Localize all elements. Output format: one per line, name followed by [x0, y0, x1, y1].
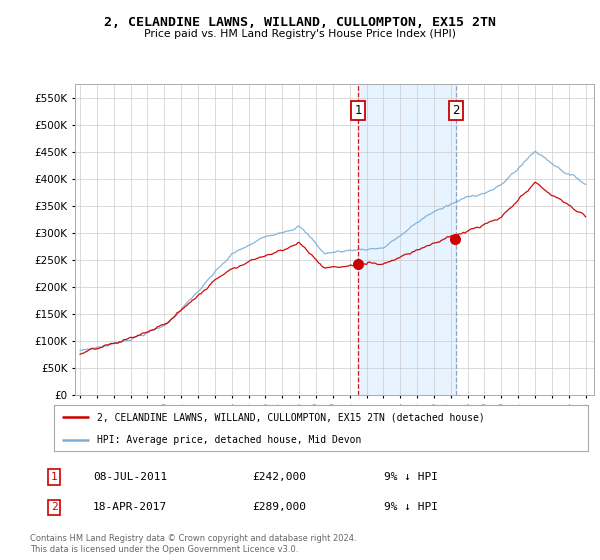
Text: HPI: Average price, detached house, Mid Devon: HPI: Average price, detached house, Mid …	[97, 435, 361, 445]
Text: £289,000: £289,000	[252, 502, 306, 512]
Text: 08-JUL-2011: 08-JUL-2011	[93, 472, 167, 482]
Text: 2: 2	[50, 502, 58, 512]
Text: 2, CELANDINE LAWNS, WILLAND, CULLOMPTON, EX15 2TN: 2, CELANDINE LAWNS, WILLAND, CULLOMPTON,…	[104, 16, 496, 29]
Text: 2, CELANDINE LAWNS, WILLAND, CULLOMPTON, EX15 2TN (detached house): 2, CELANDINE LAWNS, WILLAND, CULLOMPTON,…	[97, 412, 484, 422]
Bar	[358, 84, 455, 395]
Text: 9% ↓ HPI: 9% ↓ HPI	[384, 502, 438, 512]
Text: Contains HM Land Registry data © Crown copyright and database right 2024.
This d: Contains HM Land Registry data © Crown c…	[30, 534, 356, 554]
Text: 18-APR-2017: 18-APR-2017	[93, 502, 167, 512]
Text: Price paid vs. HM Land Registry's House Price Index (HPI): Price paid vs. HM Land Registry's House …	[144, 29, 456, 39]
Text: £242,000: £242,000	[252, 472, 306, 482]
Text: 2: 2	[452, 104, 460, 117]
Text: 9% ↓ HPI: 9% ↓ HPI	[384, 472, 438, 482]
Text: 1: 1	[355, 104, 362, 117]
Text: 1: 1	[50, 472, 58, 482]
